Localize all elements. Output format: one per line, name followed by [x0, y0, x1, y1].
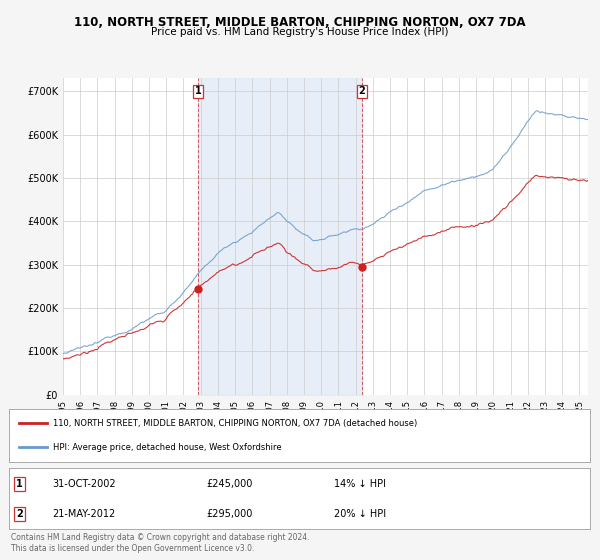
Text: 2: 2: [16, 509, 23, 519]
Text: 1: 1: [16, 479, 23, 489]
Text: 110, NORTH STREET, MIDDLE BARTON, CHIPPING NORTON, OX7 7DA: 110, NORTH STREET, MIDDLE BARTON, CHIPPI…: [74, 16, 526, 29]
Text: 21-MAY-2012: 21-MAY-2012: [53, 509, 116, 519]
Text: 1: 1: [194, 86, 201, 96]
Text: 110, NORTH STREET, MIDDLE BARTON, CHIPPING NORTON, OX7 7DA (detached house): 110, NORTH STREET, MIDDLE BARTON, CHIPPI…: [53, 419, 417, 428]
Text: 14% ↓ HPI: 14% ↓ HPI: [334, 479, 386, 489]
Text: 20% ↓ HPI: 20% ↓ HPI: [334, 509, 386, 519]
Text: £245,000: £245,000: [206, 479, 253, 489]
Text: Contains HM Land Registry data © Crown copyright and database right 2024.
This d: Contains HM Land Registry data © Crown c…: [11, 533, 310, 553]
Text: Price paid vs. HM Land Registry's House Price Index (HPI): Price paid vs. HM Land Registry's House …: [151, 27, 449, 37]
Text: 31-OCT-2002: 31-OCT-2002: [53, 479, 116, 489]
Text: £295,000: £295,000: [206, 509, 253, 519]
Text: 2: 2: [359, 86, 365, 96]
Text: HPI: Average price, detached house, West Oxfordshire: HPI: Average price, detached house, West…: [53, 442, 281, 451]
